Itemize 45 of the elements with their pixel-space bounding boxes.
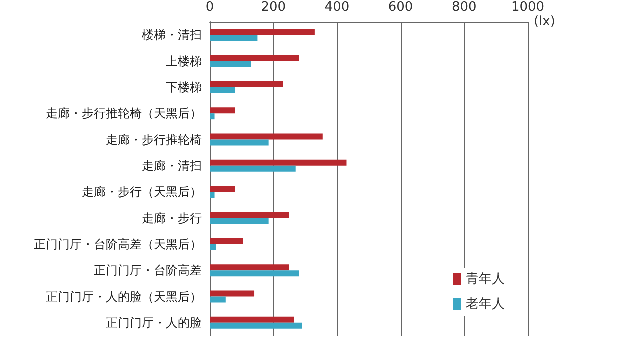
- bar: [210, 55, 300, 62]
- bar: [210, 270, 300, 277]
- bar: [210, 238, 244, 244]
- bar: [210, 218, 269, 224]
- bar: [210, 81, 284, 88]
- y-tick-label: 走廊・步行推轮椅: [106, 132, 202, 147]
- bar: [210, 166, 296, 172]
- bar: [210, 134, 323, 140]
- legend-label: 老年人: [466, 297, 505, 312]
- x-axis-title: (lx): [534, 14, 556, 30]
- bar: [210, 264, 290, 271]
- y-tick-label: 正门门厅・台阶高差: [94, 264, 202, 278]
- y-tick-label: 下楼梯: [166, 80, 202, 94]
- bar: [210, 186, 236, 192]
- y-tick-label: 走廊・步行推轮椅（天黑后）: [46, 106, 202, 121]
- x-tick-label: 400: [324, 0, 350, 15]
- bar: [210, 35, 258, 42]
- x-tick-label: 1000: [511, 0, 545, 15]
- bar: [210, 61, 252, 68]
- y-tick-label: 正门门厅・人的脸: [106, 316, 202, 330]
- bar: [210, 290, 255, 297]
- x-tick-label: 800: [452, 0, 477, 15]
- bar: [210, 212, 290, 218]
- y-tick-label: 走廊・步行（天黑后）: [82, 185, 202, 200]
- y-tick-label: 走廊・步行: [142, 211, 202, 226]
- bar: [210, 114, 215, 120]
- bar: [210, 108, 236, 114]
- y-tick-label: 正门门厅・台阶高差（天黑后）: [34, 237, 202, 252]
- bar: [210, 322, 302, 329]
- x-tick-label: 0: [206, 0, 214, 15]
- bar: [210, 192, 215, 198]
- bar: [210, 244, 216, 250]
- y-tick-label: 上楼梯: [166, 54, 202, 68]
- y-tick-label: 走廊・清扫: [142, 158, 202, 173]
- x-tick-label: 600: [388, 0, 414, 15]
- x-tick-label: 200: [261, 0, 286, 15]
- y-tick-label: 楼梯・清扫: [142, 28, 202, 42]
- bar: [210, 29, 315, 36]
- bar: [210, 87, 236, 94]
- bar: [210, 160, 347, 166]
- bar: [210, 140, 269, 146]
- bar: [210, 316, 294, 323]
- bar: [210, 296, 226, 303]
- y-tick-label: 正门门厅・人的脸（天黑后）: [46, 290, 202, 304]
- legend-label: 青年人: [466, 272, 505, 287]
